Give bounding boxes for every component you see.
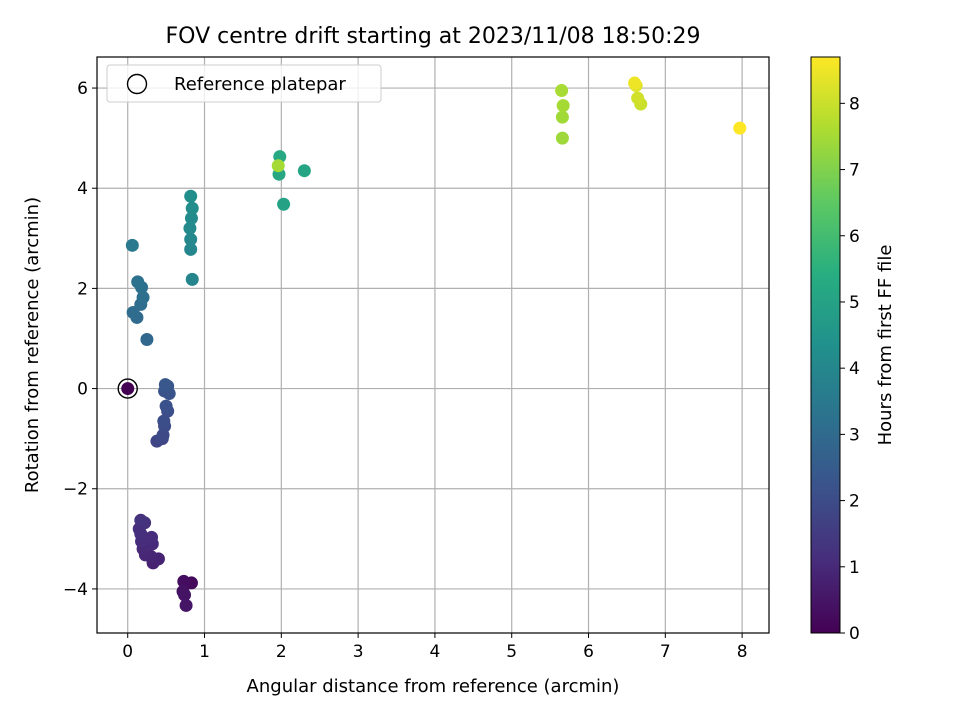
data-point <box>158 378 172 392</box>
colorbar-ticks: 0 1 2 3 4 5 6 7 8 <box>840 94 860 644</box>
data-point <box>179 598 193 612</box>
data-point <box>733 121 747 135</box>
colorbar-tick-label: 7 <box>849 161 860 181</box>
y-tick-label: 0 <box>77 380 88 400</box>
data-point <box>121 382 135 396</box>
data-point <box>555 131 569 145</box>
colorbar-gradient <box>810 56 841 634</box>
data-point <box>184 242 198 256</box>
data-point <box>178 588 192 602</box>
colorbar-tick-label: 5 <box>849 293 860 313</box>
data-point <box>183 221 197 235</box>
y-axis-label: Rotation from reference (arcmin) <box>22 197 43 493</box>
x-tick-label: 7 <box>660 642 671 662</box>
colorbar-tick-label: 8 <box>849 94 860 114</box>
x-tick-label: 6 <box>583 642 594 662</box>
data-point <box>271 159 285 173</box>
data-point <box>555 110 569 124</box>
plot-frame <box>96 56 770 634</box>
grid <box>97 57 769 633</box>
y-tick-label: 2 <box>77 279 88 299</box>
y-tick-label: −2 <box>63 480 88 500</box>
data-point <box>277 197 291 211</box>
x-tick-label: 4 <box>430 642 441 662</box>
data-point <box>159 399 173 413</box>
x-tick-label: 3 <box>353 642 364 662</box>
data-point <box>157 414 171 428</box>
x-axis-label: Angular distance from reference (arcmin) <box>247 676 620 697</box>
x-axis-ticks: 0 1 2 3 4 5 6 7 8 <box>122 633 748 662</box>
data-point <box>140 332 154 346</box>
data-points <box>117 76 747 612</box>
reference-platepar-marker <box>117 378 138 399</box>
data-point <box>185 201 199 215</box>
chart-title: FOV centre drift starting at 2023/11/08 … <box>166 24 701 49</box>
colorbar: 0 1 2 3 4 5 6 7 8 Hours from first FF file <box>810 56 896 644</box>
y-tick-label: 4 <box>77 179 88 199</box>
x-tick-label: 2 <box>276 642 287 662</box>
colorbar-tick-label: 0 <box>849 624 860 644</box>
data-point <box>297 164 311 178</box>
x-tick-label: 1 <box>199 642 210 662</box>
data-point <box>136 290 150 304</box>
legend-box <box>106 64 382 103</box>
y-axis-ticks: −4 −2 0 2 4 6 <box>63 79 97 600</box>
data-point <box>177 574 191 588</box>
x-tick-label: 8 <box>737 642 748 662</box>
data-point <box>184 211 198 225</box>
data-point <box>184 189 198 203</box>
colorbar-label: Hours from first FF file <box>875 245 896 446</box>
legend-label: Reference platepar <box>174 74 346 95</box>
data-point <box>555 84 569 98</box>
legend: Reference platepar <box>106 64 382 103</box>
data-point <box>628 76 642 90</box>
data-point <box>145 530 159 544</box>
colorbar-tick-label: 1 <box>849 558 860 578</box>
data-point <box>185 272 199 286</box>
data-point <box>134 513 148 527</box>
x-tick-label: 0 <box>122 642 133 662</box>
colorbar-tick-label: 6 <box>849 227 860 247</box>
data-point <box>631 91 645 105</box>
y-tick-label: −4 <box>63 580 88 600</box>
y-tick-label: 6 <box>77 79 88 99</box>
data-point <box>131 275 145 289</box>
colorbar-tick-label: 3 <box>849 425 860 445</box>
data-point <box>126 305 140 319</box>
data-point <box>184 232 198 246</box>
x-tick-label: 5 <box>506 642 517 662</box>
colorbar-tick-label: 4 <box>849 359 860 379</box>
data-point <box>556 99 570 113</box>
legend-marker-open-circle <box>126 73 148 95</box>
colorbar-tick-label: 2 <box>849 492 860 512</box>
data-point <box>125 238 139 252</box>
